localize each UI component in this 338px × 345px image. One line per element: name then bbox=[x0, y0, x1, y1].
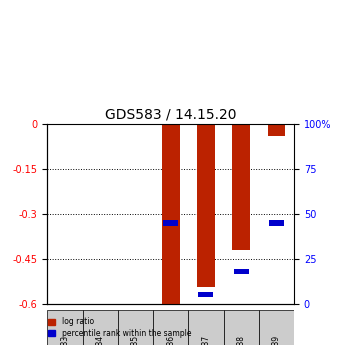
Legend: log ratio, percentile rank within the sample: log ratio, percentile rank within the sa… bbox=[48, 317, 191, 338]
Bar bbox=[198, 292, 213, 297]
FancyBboxPatch shape bbox=[223, 310, 259, 345]
Bar bbox=[197, 124, 215, 287]
Text: GSM12887: GSM12887 bbox=[201, 335, 211, 345]
Text: GSM12889: GSM12889 bbox=[272, 335, 281, 345]
Bar bbox=[162, 124, 179, 306]
FancyBboxPatch shape bbox=[153, 310, 188, 345]
FancyBboxPatch shape bbox=[188, 310, 223, 345]
Bar bbox=[268, 124, 285, 136]
Bar bbox=[163, 220, 178, 226]
Bar bbox=[233, 124, 250, 250]
Text: GSM12884: GSM12884 bbox=[96, 335, 105, 345]
Text: GSM12886: GSM12886 bbox=[166, 335, 175, 345]
Text: GSM12883: GSM12883 bbox=[61, 335, 69, 345]
Text: GSM12885: GSM12885 bbox=[131, 335, 140, 345]
Bar bbox=[269, 220, 284, 226]
Text: GSM12888: GSM12888 bbox=[237, 335, 246, 345]
FancyBboxPatch shape bbox=[118, 310, 153, 345]
FancyBboxPatch shape bbox=[47, 310, 82, 345]
FancyBboxPatch shape bbox=[259, 310, 294, 345]
Bar bbox=[234, 269, 249, 274]
Title: GDS583 / 14.15.20: GDS583 / 14.15.20 bbox=[105, 108, 237, 122]
FancyBboxPatch shape bbox=[82, 310, 118, 345]
